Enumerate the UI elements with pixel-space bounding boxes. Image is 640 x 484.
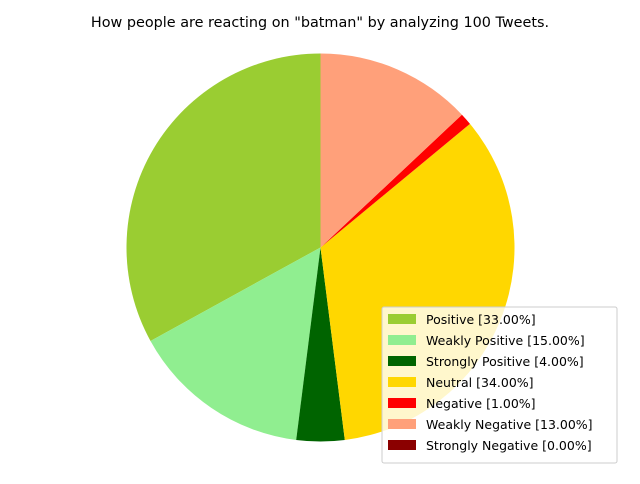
legend-label-negative: Negative [1.00%] bbox=[426, 396, 536, 411]
legend-label-neutral: Neutral [34.00%] bbox=[426, 375, 534, 390]
legend-swatch-neutral bbox=[388, 377, 416, 387]
legend-label-weakly-positive: Weakly Positive [15.00%] bbox=[426, 333, 585, 348]
legend-swatch-strongly-negative bbox=[388, 440, 416, 450]
chart-legend: Positive [33.00%] Weakly Positive [15.00%… bbox=[381, 306, 618, 464]
legend-label-weakly-negative: Weakly Negative [13.00%] bbox=[426, 417, 593, 432]
legend-swatch-positive bbox=[388, 314, 416, 324]
pie-slice-negative bbox=[320, 114, 470, 248]
pie-slice-weakly-negative bbox=[320, 53, 462, 248]
chart-title: How people are reacting on "batman" by a… bbox=[91, 15, 549, 31]
legend-label-strongly-positive: Strongly Positive [4.00%] bbox=[426, 354, 584, 369]
pie-slice-strongly-positive bbox=[296, 247, 345, 442]
pie-slice-weakly-positive bbox=[150, 247, 321, 440]
legend-swatch-weakly-negative bbox=[388, 419, 416, 429]
legend-swatch-negative bbox=[388, 398, 416, 408]
legend-swatch-strongly-positive bbox=[388, 356, 416, 366]
legend-label-positive: Positive [33.00%] bbox=[426, 312, 536, 327]
legend-frame bbox=[381, 306, 618, 464]
pie-slice-positive bbox=[126, 53, 321, 341]
legend-label-strongly-negative: Strongly Negative [0.00%] bbox=[426, 438, 592, 453]
legend-swatch-weakly-positive bbox=[388, 335, 416, 345]
